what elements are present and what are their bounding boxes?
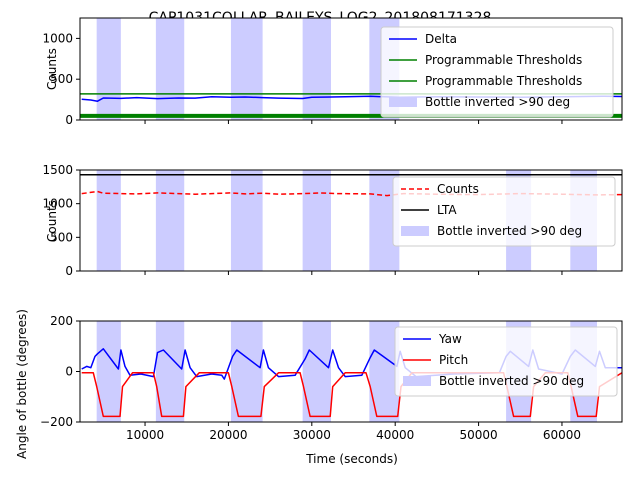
legend-box bbox=[392, 176, 616, 247]
legend: Delta Programmable Thresholds Programmable… bbox=[380, 26, 614, 118]
y-tick-label: 500 bbox=[50, 72, 73, 86]
y-axis-label: Counts bbox=[45, 200, 59, 242]
inverted-interval-band bbox=[302, 18, 331, 120]
shaded-intervals bbox=[96, 18, 400, 120]
subplot-3: −200 0 200 10000 20000 30000 40000 50000 60000 An… bbox=[15, 309, 623, 459]
y-tick-label: 0 bbox=[65, 264, 73, 278]
legend-box bbox=[394, 326, 618, 397]
subplot-2: 0 500 1000 1500 Counts Counts LTA Bottle invert… bbox=[42, 163, 623, 278]
legend-swatch-patch bbox=[389, 97, 417, 107]
y-tick-label: 1000 bbox=[42, 31, 73, 45]
inverted-interval-band bbox=[302, 170, 331, 271]
legend-swatch-patch bbox=[401, 226, 429, 236]
legend: Yaw Pitch Bottle inverted >90 deg bbox=[394, 326, 618, 397]
legend-label: Programmable Thresholds bbox=[425, 53, 582, 67]
inverted-interval-band bbox=[230, 18, 263, 120]
legend-label: Programmable Thresholds bbox=[425, 74, 582, 88]
inverted-interval-band bbox=[302, 321, 331, 422]
x-axis-label: Time (seconds) bbox=[305, 452, 398, 466]
y-tick-label: −200 bbox=[40, 415, 73, 429]
legend-swatch-patch bbox=[403, 376, 431, 386]
legend-label: Pitch bbox=[439, 353, 468, 367]
x-tick-label: 20000 bbox=[209, 428, 247, 442]
axes-frame bbox=[79, 169, 623, 272]
inverted-interval-band bbox=[96, 170, 121, 271]
y-tick-label: 1000 bbox=[42, 197, 73, 211]
series-group bbox=[80, 173, 622, 197]
x-tick-label: 50000 bbox=[459, 428, 497, 442]
y-tick-label: 200 bbox=[50, 314, 73, 328]
axes-frame bbox=[79, 17, 623, 121]
legend-label: Bottle inverted >90 deg bbox=[425, 95, 570, 109]
inverted-interval-band bbox=[96, 18, 121, 120]
y-tick-label: 1500 bbox=[42, 163, 73, 177]
x-tick-label: 40000 bbox=[376, 428, 414, 442]
inverted-interval-band bbox=[155, 321, 185, 422]
legend-label: Counts bbox=[437, 182, 479, 196]
legend-label: LTA bbox=[437, 203, 457, 217]
x-tick-label: 60000 bbox=[543, 428, 581, 442]
y-tick-label: 500 bbox=[50, 230, 73, 244]
subplot-1: 0 500 1000 Counts Delta Programmable Threshol… bbox=[42, 17, 623, 127]
y-axis-label: Angle of bottle (degrees) bbox=[15, 309, 29, 459]
x-tick-label: 10000 bbox=[126, 428, 164, 442]
y-tick-label: 0 bbox=[65, 113, 73, 127]
legend-label: Bottle inverted >90 deg bbox=[439, 374, 584, 388]
inverted-interval-band bbox=[230, 170, 263, 271]
legend-box bbox=[380, 26, 614, 118]
legend: Counts LTA Bottle inverted >90 deg bbox=[392, 176, 616, 247]
legend-label: Yaw bbox=[438, 332, 462, 346]
legend-label: Bottle inverted >90 deg bbox=[437, 224, 582, 238]
y-axis-label: Counts bbox=[45, 48, 59, 90]
inverted-interval-band bbox=[96, 321, 121, 422]
legend-label: Delta bbox=[425, 32, 457, 46]
inverted-interval-band bbox=[155, 18, 185, 120]
x-tick-label: 30000 bbox=[293, 428, 331, 442]
y-tick-label: 0 bbox=[65, 365, 73, 379]
inverted-interval-band bbox=[155, 170, 185, 271]
